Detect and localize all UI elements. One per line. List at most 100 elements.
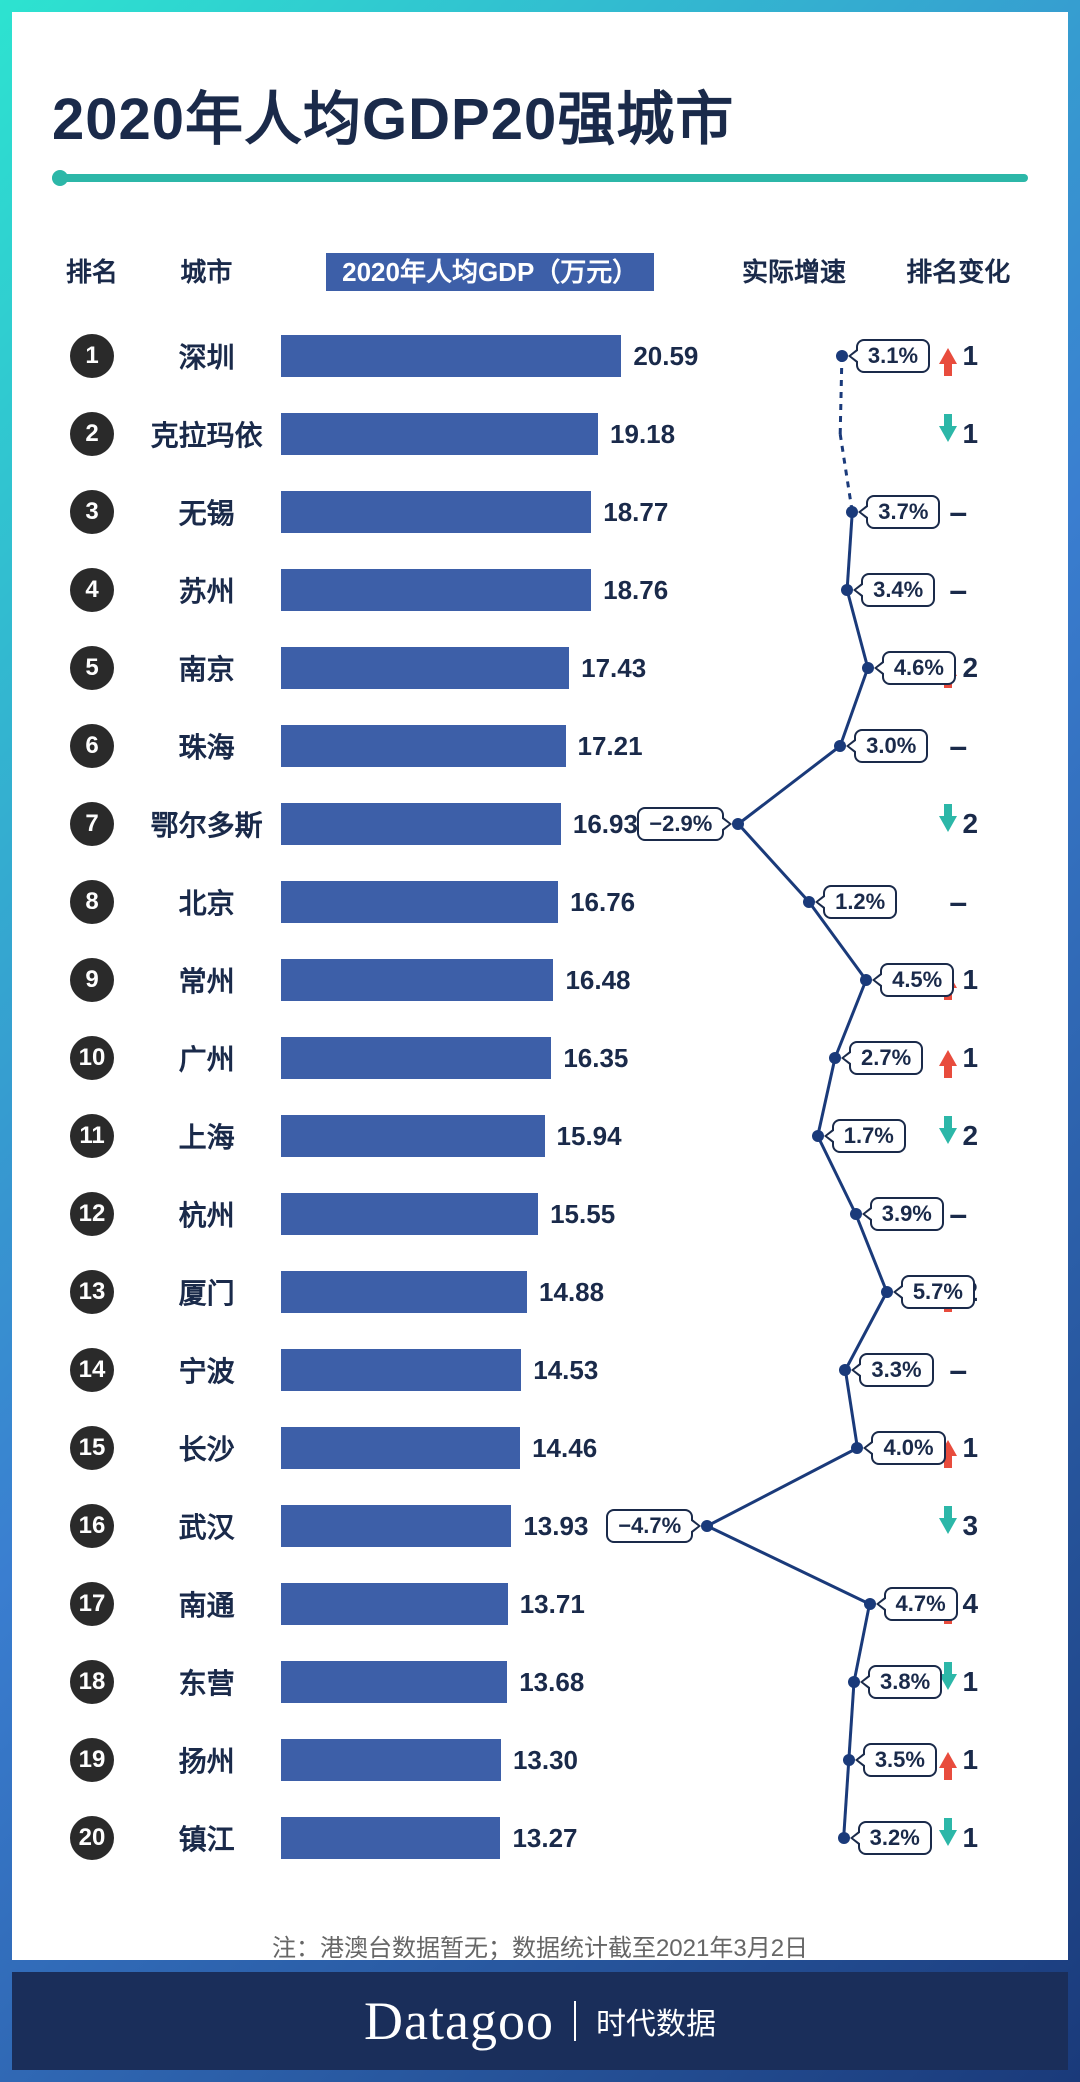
growth-dot [838,1832,850,1844]
bar-cell: 16.35 [281,1037,699,1079]
rank-change: – [889,884,1028,921]
bar-cell: 20.59 [281,335,699,377]
header-change: 排名变化 [889,252,1028,289]
footnote-note: 注：港澳台数据暂无；数据统计截至2021年3月2日 [52,1927,1028,1970]
arrow-down-icon [939,816,957,832]
gdp-value: 14.88 [539,1277,604,1308]
gdp-value: 15.94 [557,1121,622,1152]
city-name: 克拉玛依 [132,414,281,454]
growth-dot [846,506,858,518]
rank-badge: 19 [70,1738,114,1782]
header-gdp: 2020年人均GDP（万元） [281,252,699,289]
bar-cell: 16.76 [281,881,699,923]
growth-dot [850,1208,862,1220]
growth-dot [851,1442,863,1454]
growth-dot [862,662,874,674]
growth-line-svg [702,317,892,1877]
rank-change-value: 1 [963,1744,979,1776]
gdp-bar [281,725,565,767]
rank-change-value: 1 [963,964,979,996]
gdp-value: 14.53 [533,1355,598,1386]
growth-dot [732,818,744,830]
city-name: 厦门 [132,1272,281,1312]
arrow-down-icon [939,426,957,442]
arrow-down-icon [939,1518,957,1534]
rank-badge: 12 [70,1192,114,1236]
rank-change-dash: – [949,728,967,765]
city-name: 扬州 [132,1740,281,1780]
growth-dot [803,896,815,908]
gdp-value: 18.76 [603,575,668,606]
gdp-value: 13.68 [519,1667,584,1698]
growth-pill: 3.2% [858,1821,932,1855]
rank-badge: 11 [70,1114,114,1158]
rank-badge: 13 [70,1270,114,1314]
growth-dot [881,1286,893,1298]
rank-badge: 1 [70,334,114,378]
gdp-value: 20.59 [633,341,698,372]
rank-change-value: 3 [963,1510,979,1542]
rank-badge: 2 [70,412,114,456]
rank-change-value: 1 [963,1432,979,1464]
gdp-value: 16.35 [563,1043,628,1074]
city-name: 深圳 [132,336,281,376]
arrow-up-icon [939,348,957,364]
rank-change-value: 2 [963,808,979,840]
growth-pill: 4.6% [882,651,956,685]
gdp-bar [281,1661,507,1703]
city-name: 南京 [132,648,281,688]
gdp-value: 13.27 [512,1823,577,1854]
rank-change-dash: – [949,884,967,921]
rank-badge: 4 [70,568,114,612]
rank-badge: 9 [70,958,114,1002]
gdp-value: 13.71 [520,1589,585,1620]
gdp-value: 13.93 [523,1511,588,1542]
rank-change: 1 [889,418,1028,450]
bar-cell: 19.18 [281,413,699,455]
rank-change-value: 1 [963,1666,979,1698]
city-name: 杭州 [132,1194,281,1234]
header-city: 城市 [132,252,281,289]
growth-pill: −2.9% [637,807,724,841]
arrow-up-icon [939,1050,957,1066]
growth-dot [839,1364,851,1376]
brand-cn: 时代数据 [596,1999,716,2043]
gdp-value: 16.93 [573,809,638,840]
rank-change-value: 2 [963,652,979,684]
city-name: 苏州 [132,570,281,610]
growth-pill: 3.5% [863,1743,937,1777]
city-name: 常州 [132,960,281,1000]
rank-change: 3 [889,1510,1028,1542]
rank-change-dash: – [949,494,967,531]
city-name: 上海 [132,1116,281,1156]
rank-badge: 14 [70,1348,114,1392]
rank-change-value: 1 [963,418,979,450]
gdp-value: 15.55 [550,1199,615,1230]
gdp-value: 19.18 [610,419,675,450]
city-name: 鄂尔多斯 [132,804,281,844]
gdp-bar [281,1817,500,1859]
rank-change: 2 [889,808,1028,840]
rank-change: 2 [889,1120,1028,1152]
city-name: 广州 [132,1038,281,1078]
growth-dot [864,1598,876,1610]
brand-en: Datagoo [364,1990,554,2052]
rank-badge: 15 [70,1426,114,1470]
growth-dot [860,974,872,986]
growth-pill: 4.0% [871,1431,945,1465]
bar-cell: 14.46 [281,1427,699,1469]
rank-badge: 8 [70,880,114,924]
city-name: 珠海 [132,726,281,766]
city-name: 南通 [132,1584,281,1624]
gdp-bar [281,1193,538,1235]
gdp-bar [281,1583,507,1625]
rank-change-value: 2 [963,1120,979,1152]
chart-area: 排名 城市 2020年人均GDP（万元） 实际增速 排名变化 1深圳20.591… [52,252,1028,1877]
growth-pill: 3.3% [859,1353,933,1387]
growth-pill: 4.7% [884,1587,958,1621]
growth-dot [812,1130,824,1142]
gdp-value: 18.77 [603,497,668,528]
gdp-value: 14.46 [532,1433,597,1464]
gdp-bar [281,1739,501,1781]
brand-separator [574,2001,576,2041]
